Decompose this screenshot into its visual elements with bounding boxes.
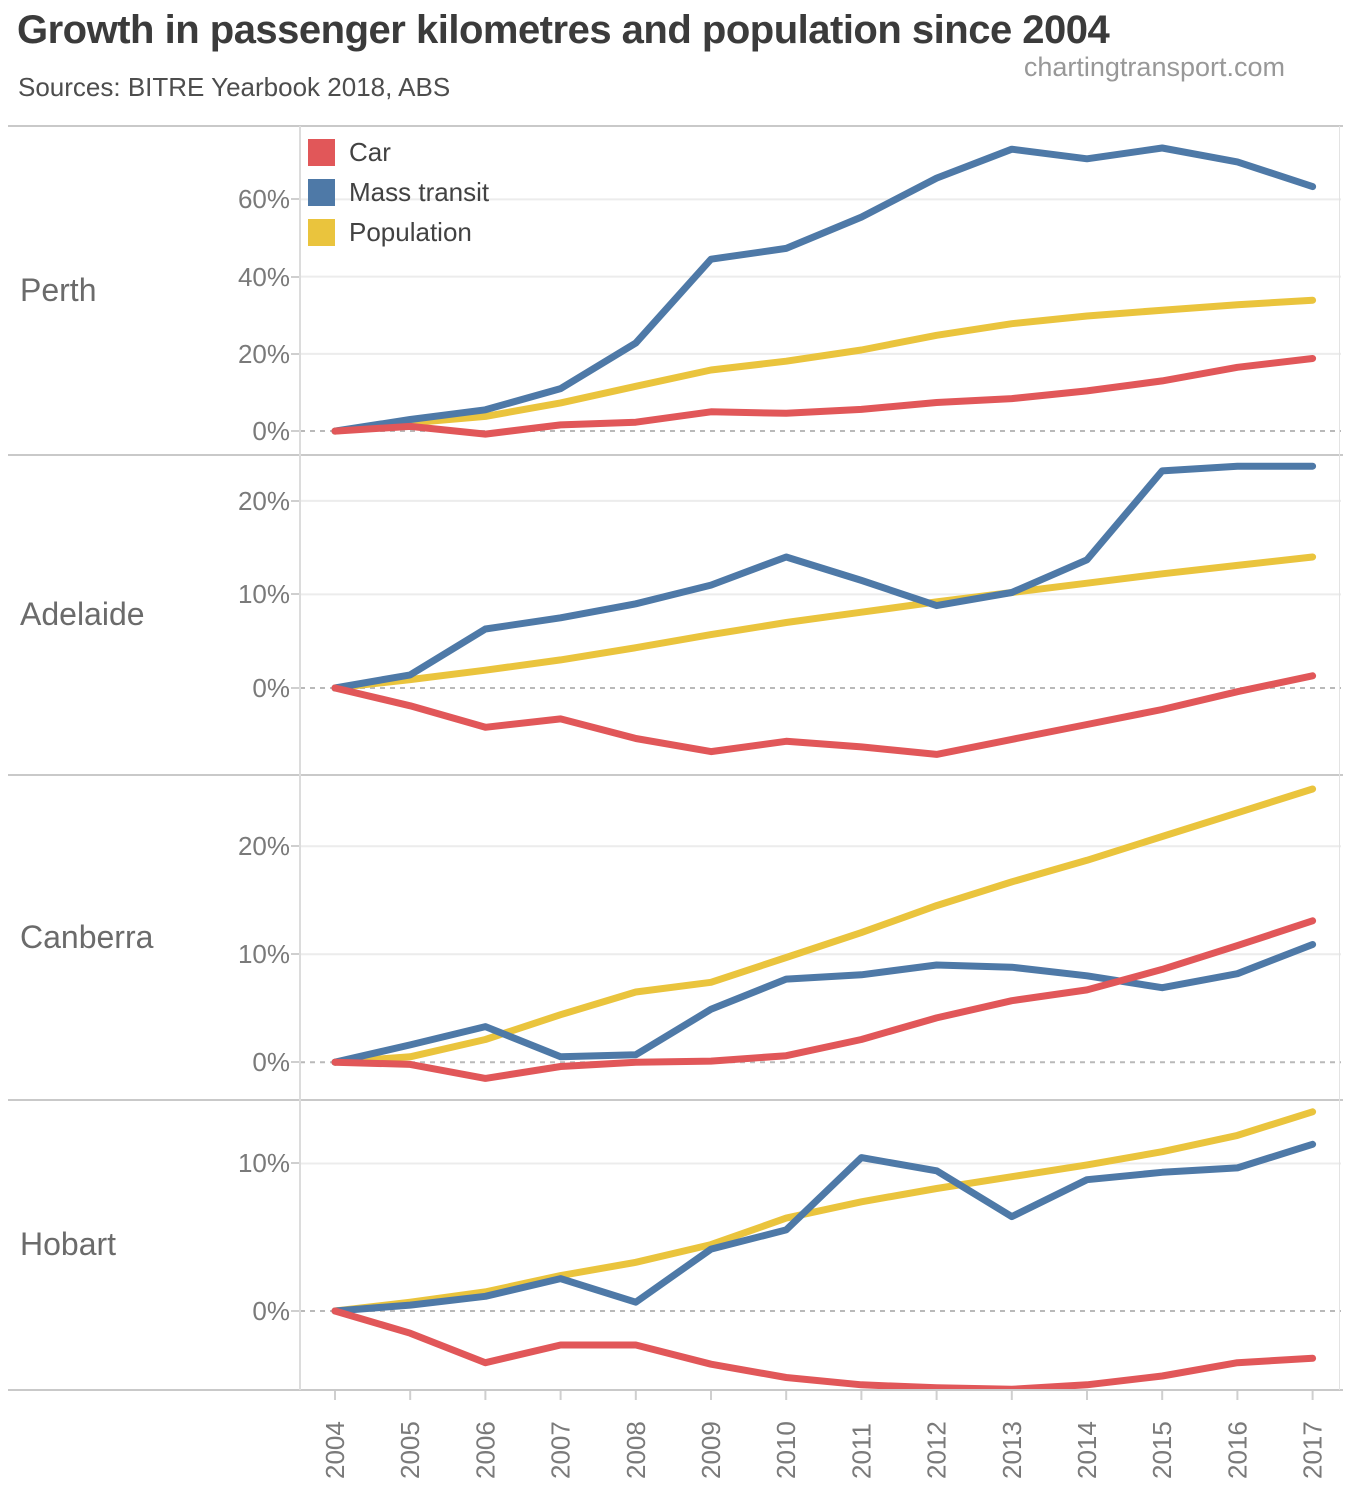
y-tick-mark (291, 500, 300, 502)
y-tick-mark (291, 1310, 300, 1312)
panel-canberra: Canberra 20% 10% 0% (0, 775, 1351, 1100)
y-tick-mark (291, 593, 300, 595)
y-tick-mark (291, 845, 300, 847)
panel-border (8, 1099, 1343, 1101)
series-line-canberra-car (331, 917, 1317, 1082)
series-line-perth-mass-transit (331, 144, 1317, 435)
legend-label-population: Population (349, 217, 472, 247)
row-label-adelaide: Adelaide (20, 596, 145, 632)
x-axis: 2004 2005 2006 2007 2008 2009 2010 2011 2012 2013… (320, 1391, 1328, 1479)
series-line-adelaide-mass-transit (331, 462, 1317, 692)
watermark: chartingtransport.com (1023, 52, 1285, 82)
legend-label-mass-transit: Mass transit (349, 177, 490, 207)
plot-perth (300, 144, 1341, 438)
x-tick-label: 2009 (696, 1421, 726, 1479)
y-tick-mark (291, 953, 300, 955)
y-tick-label: 20% (237, 486, 290, 516)
plot-adelaide (300, 462, 1341, 758)
legend-item-mass-transit: Mass transit (308, 177, 490, 207)
x-tick-label: 2013 (997, 1421, 1027, 1479)
row-label-perth: Perth (20, 272, 97, 308)
y-tick-label: 20% (237, 831, 290, 861)
plot-right-border (1339, 126, 1340, 1390)
series-line-perth-population (331, 296, 1317, 435)
series-line-hobart-car (331, 1307, 1317, 1390)
series-line-hobart-population (331, 1108, 1317, 1315)
chart-subtitle: Sources: BITRE Yearbook 2018, ABS (18, 72, 451, 102)
y-tick-label: 0% (252, 673, 290, 703)
series-line-canberra-mass-transit (331, 941, 1317, 1066)
x-tick-label: 2011 (846, 1423, 876, 1479)
car-swatch (308, 139, 335, 166)
series-line-adelaide-car (331, 672, 1317, 758)
y-tick-label: 60% (237, 184, 290, 214)
y-tick-mark (291, 198, 300, 200)
y-tick-label: 0% (252, 416, 290, 446)
x-tick-label: 2005 (395, 1421, 425, 1479)
y-tick-label: 10% (237, 579, 290, 609)
panel-perth: Perth 60% 40% 20% 0% (0, 126, 1351, 455)
y-tick-label: 10% (237, 1148, 290, 1178)
y-tick-mark (291, 430, 300, 432)
x-tick-label: 2008 (621, 1421, 651, 1479)
x-tick-label: 2010 (771, 1421, 801, 1479)
y-tick-mark (291, 1162, 300, 1164)
x-tick-label: 2012 (922, 1421, 952, 1479)
x-tick-label: 2017 (1298, 1421, 1328, 1479)
y-tick-label: 20% (237, 339, 290, 369)
legend-label-car: Car (349, 137, 391, 167)
y-tick-label: 0% (252, 1296, 290, 1326)
panel-adelaide: Adelaide 20% 10% 0% (0, 455, 1351, 775)
legend: Car Mass transit Population (308, 137, 490, 259)
panel-hobart: Hobart 10% 0% (0, 1100, 1351, 1390)
y-tick-mark (291, 276, 300, 278)
x-tick-label: 2016 (1222, 1421, 1252, 1479)
y-tick-mark (291, 353, 300, 355)
y-tick-mark (291, 687, 300, 689)
panel-border (8, 125, 1343, 127)
y-tick-label: 40% (237, 262, 290, 292)
chart-title: Growth in passenger kilometres and popul… (17, 8, 1110, 52)
x-tick-label: 2006 (470, 1421, 500, 1479)
legend-item-population: Population (308, 217, 489, 247)
series-line-canberra-population (331, 785, 1317, 1066)
plot-canberra (300, 785, 1341, 1082)
legend-item-car: Car (308, 137, 489, 167)
mass-transit-swatch (308, 179, 335, 206)
y-axis-line (299, 126, 301, 1390)
x-tick-label: 2004 (320, 1421, 350, 1479)
panel-border (8, 774, 1343, 776)
population-swatch (308, 219, 335, 246)
row-label-canberra: Canberra (20, 919, 154, 955)
series-line-perth-car (331, 355, 1317, 438)
panel-border (8, 454, 1343, 456)
series-line-adelaide-population (331, 553, 1317, 692)
y-tick-label: 10% (237, 939, 290, 969)
panel-border (8, 1389, 1343, 1391)
y-tick-label: 0% (252, 1047, 290, 1077)
plot-hobart (300, 1108, 1341, 1390)
x-tick-label: 2014 (1072, 1421, 1102, 1479)
x-tick-label: 2015 (1147, 1421, 1177, 1479)
x-tick-label: 2007 (546, 1421, 576, 1479)
row-label-hobart: Hobart (20, 1226, 117, 1262)
series-line-hobart-mass-transit (331, 1140, 1317, 1315)
y-tick-mark (291, 1061, 300, 1063)
